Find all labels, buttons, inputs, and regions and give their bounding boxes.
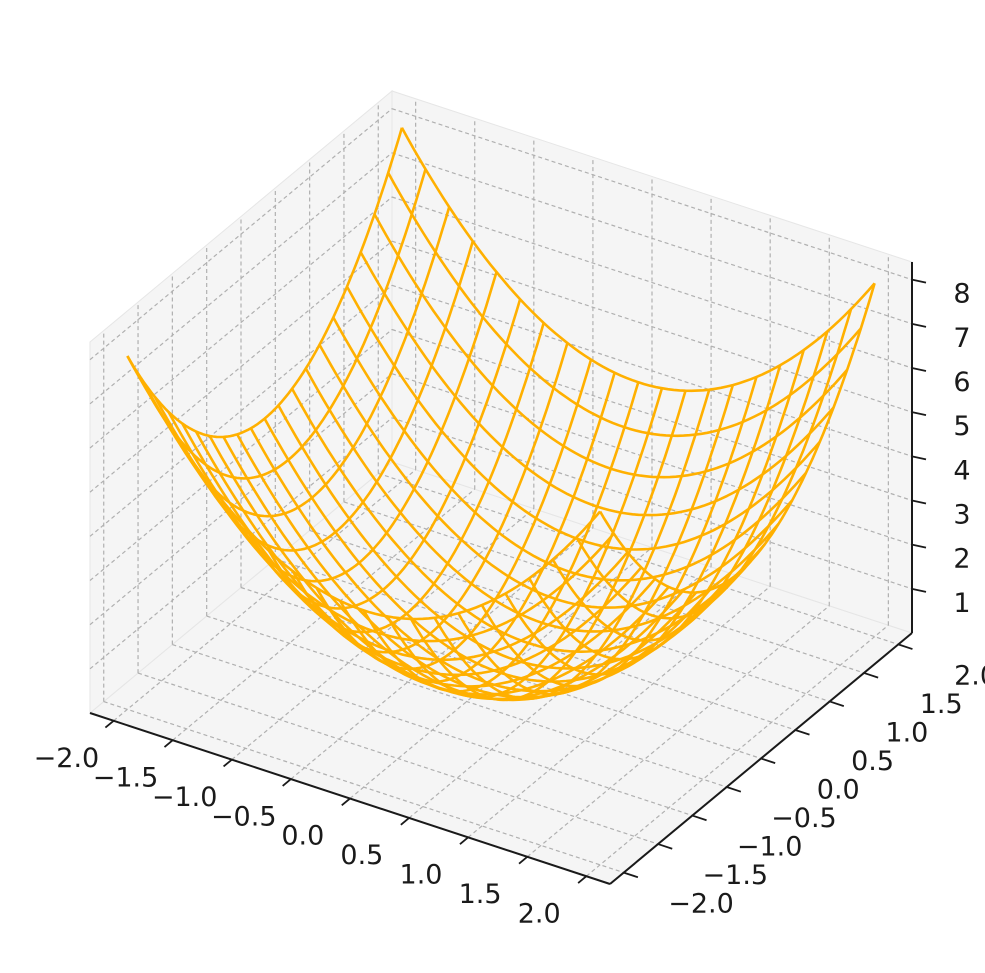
grid-line-floor-x xyxy=(585,624,889,877)
z-tick-label: 2 xyxy=(953,544,970,575)
y-tick-label: 0.0 xyxy=(817,775,860,806)
grid-line-left-z xyxy=(89,373,393,626)
grid-line-left-z xyxy=(89,152,393,405)
x-tick-label: −1.5 xyxy=(93,762,159,793)
x-tick-mark xyxy=(282,778,292,787)
wire-line-x xyxy=(551,331,829,642)
y-tick-label: 0.5 xyxy=(851,746,894,777)
x-tick-mark xyxy=(104,720,115,729)
y-tick-label: −2.0 xyxy=(668,889,734,920)
wire-line-x xyxy=(244,298,522,610)
y-tick-mark xyxy=(795,729,810,736)
z-tick-mark xyxy=(911,367,927,372)
y-tick-mark xyxy=(692,814,707,822)
grid-line-floor-y xyxy=(172,643,693,817)
grid-line-back-z xyxy=(391,328,913,502)
grid-line-left-z xyxy=(89,417,393,670)
grid-line-back-z xyxy=(391,417,913,590)
x-tick-mark xyxy=(400,817,410,826)
x-tick-label: −1.0 xyxy=(152,782,218,813)
x-tick-label: 1.5 xyxy=(459,879,502,910)
y-tick-mark xyxy=(829,700,845,707)
wire-line-x xyxy=(433,389,711,701)
grid-line-floor-y xyxy=(103,701,624,874)
x-axis-ticks: −2.0−1.5−1.0−0.50.0 0.5 1.0 1.5 2.0 xyxy=(34,720,587,929)
wire-line-x xyxy=(197,240,475,552)
z-tick-label: 4 xyxy=(953,455,970,486)
grid-line-left-z xyxy=(89,108,393,361)
grid-line-floor-y xyxy=(137,672,659,845)
x-tick-mark xyxy=(459,836,469,845)
y-tick-label: −0.5 xyxy=(771,803,837,834)
x-tick-label: −2.0 xyxy=(34,743,100,774)
wire-line-x xyxy=(457,384,735,696)
y-tick-label: 2.0 xyxy=(954,661,985,692)
z-tick-mark xyxy=(911,499,927,505)
grid-line-floor-x xyxy=(467,585,771,838)
z-tick-label: 8 xyxy=(953,279,970,310)
wire-line-x xyxy=(409,390,687,702)
z-tick-mark xyxy=(911,455,927,461)
x-tick-mark xyxy=(518,856,528,865)
x-tick-label: −0.5 xyxy=(211,801,277,832)
y-tick-mark xyxy=(863,672,879,679)
wire-line-x xyxy=(268,322,545,634)
grid-line-floor-x xyxy=(526,605,830,858)
wire-line-x xyxy=(528,349,805,661)
y-axis-ticks: −2.0−1.5−1.0−0.50.00.51.01.52.0 xyxy=(623,643,985,920)
wire-line-x xyxy=(598,282,876,594)
grid-line-back-z xyxy=(391,108,913,281)
wire-line-x xyxy=(291,342,569,654)
wire-line-x xyxy=(386,387,664,699)
z-tick-label: 5 xyxy=(953,411,970,442)
y-tick-label: −1.5 xyxy=(703,860,769,891)
z-axis-ticks: 1 2 3 4 5 6 7 8 xyxy=(911,278,971,619)
y-tick-mark xyxy=(657,843,673,850)
wire-line-x xyxy=(315,359,593,671)
grid-lines xyxy=(89,98,913,877)
wire-line-x xyxy=(173,206,451,518)
wire-line-x xyxy=(362,381,640,693)
z-tick-label: 3 xyxy=(953,500,970,531)
z-tick-mark xyxy=(911,322,927,328)
wire-line-x xyxy=(575,308,853,620)
x-tick-label: 2.0 xyxy=(518,898,561,929)
wire-line-x xyxy=(149,168,427,480)
y-tick-label: −1.0 xyxy=(737,832,803,863)
y-tick-label: 1.0 xyxy=(885,718,928,749)
grid-line-left-z xyxy=(89,329,393,581)
x-tick-mark xyxy=(163,739,174,748)
x-tick-mark xyxy=(341,797,351,807)
x-tick-mark xyxy=(577,875,587,884)
grid-line-back-z xyxy=(391,240,913,413)
grid-line-left-z xyxy=(89,284,393,537)
wire-line-x xyxy=(126,127,404,439)
y-tick-mark xyxy=(726,786,742,793)
z-tick-mark xyxy=(911,543,927,549)
x-tick-label: 0.5 xyxy=(340,840,383,871)
wire-line-x xyxy=(338,372,616,684)
grid-line-floor-y xyxy=(206,615,727,788)
x-tick-label: 0.0 xyxy=(281,821,324,852)
grid-line-left-z xyxy=(89,240,393,493)
z-tick-mark xyxy=(911,587,927,593)
y-tick-mark xyxy=(897,643,913,650)
z-tick-label: 6 xyxy=(953,367,970,398)
grid-line-left-z xyxy=(89,196,393,449)
x-tick-label: 1.0 xyxy=(400,860,443,891)
x-tick-mark xyxy=(223,758,233,768)
y-tick-mark xyxy=(760,757,776,765)
y-tick-mark xyxy=(623,871,639,879)
wireframe-surface xyxy=(126,127,876,702)
grid-line-floor-y xyxy=(309,529,830,703)
wire-line-x xyxy=(480,376,758,688)
grid-line-back-z xyxy=(391,152,913,325)
y-tick-label: 1.5 xyxy=(920,689,963,720)
z-tick-mark xyxy=(911,278,927,284)
z-tick-label: 1 xyxy=(953,588,970,619)
grid-line-back-z xyxy=(391,373,913,546)
z-tick-mark xyxy=(911,411,927,417)
z-tick-label: 7 xyxy=(953,323,970,354)
